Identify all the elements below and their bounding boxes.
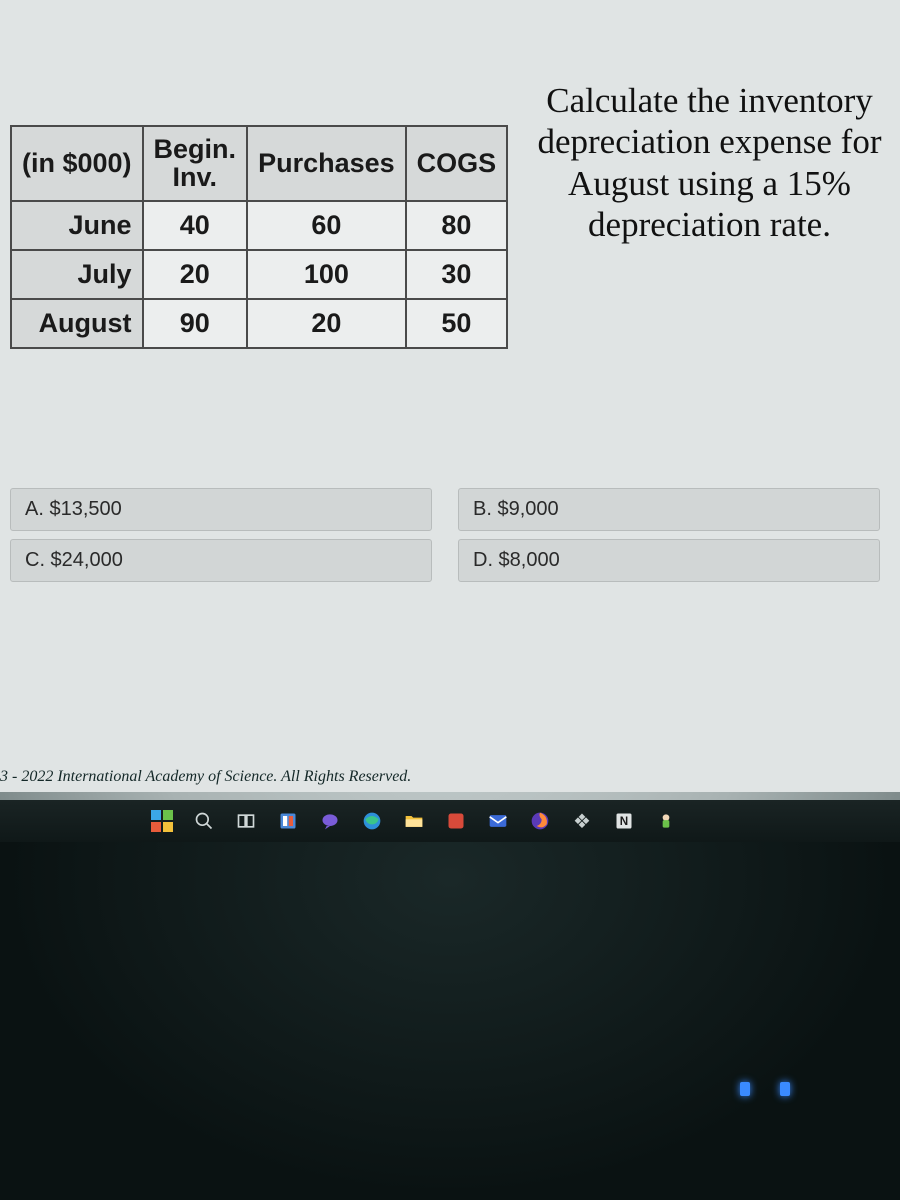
windows-taskbar[interactable]: ❖ N [0,800,900,842]
svg-text:N: N [620,815,628,828]
firefox-icon[interactable] [528,809,552,833]
cell-august-cogs: 50 [406,299,508,348]
cell-august-purchases: 20 [247,299,406,348]
notion-icon[interactable]: N [612,809,636,833]
chat-icon[interactable] [318,809,342,833]
game-icon[interactable] [654,809,678,833]
inventory-table: (in $000) Begin. Inv. Purchases COGS Jun… [10,125,508,349]
header-unit: (in $000) [11,126,143,201]
cell-july-purchases: 100 [247,250,406,299]
file-explorer-icon[interactable] [402,809,426,833]
cell-july-cogs: 30 [406,250,508,299]
app-icon[interactable] [276,809,300,833]
cell-june-cogs: 80 [406,201,508,250]
cell-june-begin: 40 [143,201,248,250]
dropbox-icon[interactable]: ❖ [570,809,594,833]
answer-grid: A. $13,500 B. $9,000 C. $24,000 D. $8,00… [10,488,880,582]
question-block: (in $000) Begin. Inv. Purchases COGS Jun… [0,0,900,440]
answer-option-b[interactable]: B. $9,000 [458,488,880,531]
header-cogs: COGS [406,126,508,201]
row-label-july: July [11,250,143,299]
indicator-lights [740,1082,810,1100]
question-text: Calculate the inventory depreciation exp… [537,80,882,245]
table-row: August 90 20 50 [11,299,507,348]
app-icon[interactable] [444,809,468,833]
cell-june-purchases: 60 [247,201,406,250]
start-icon[interactable] [150,809,174,833]
cell-august-begin: 90 [143,299,248,348]
header-begin-inv: Begin. Inv. [143,126,248,201]
cell-july-begin: 20 [143,250,248,299]
table-row: June 40 60 80 [11,201,507,250]
quiz-content-area: (in $000) Begin. Inv. Purchases COGS Jun… [0,0,900,792]
table-row: July 20 100 30 [11,250,507,299]
desktop-dark-area [0,842,900,1200]
row-label-august: August [11,299,143,348]
table-header-row: (in $000) Begin. Inv. Purchases COGS [11,126,507,201]
search-icon[interactable] [192,809,216,833]
answer-option-a[interactable]: A. $13,500 [10,488,432,531]
mail-icon[interactable] [486,809,510,833]
row-label-june: June [11,201,143,250]
task-view-icon[interactable] [234,809,258,833]
answer-option-c[interactable]: C. $24,000 [10,539,432,582]
header-purchases: Purchases [247,126,406,201]
copyright-footer: 3 - 2022 International Academy of Scienc… [0,768,411,786]
edge-icon[interactable] [360,809,384,833]
answer-option-d[interactable]: D. $8,000 [458,539,880,582]
